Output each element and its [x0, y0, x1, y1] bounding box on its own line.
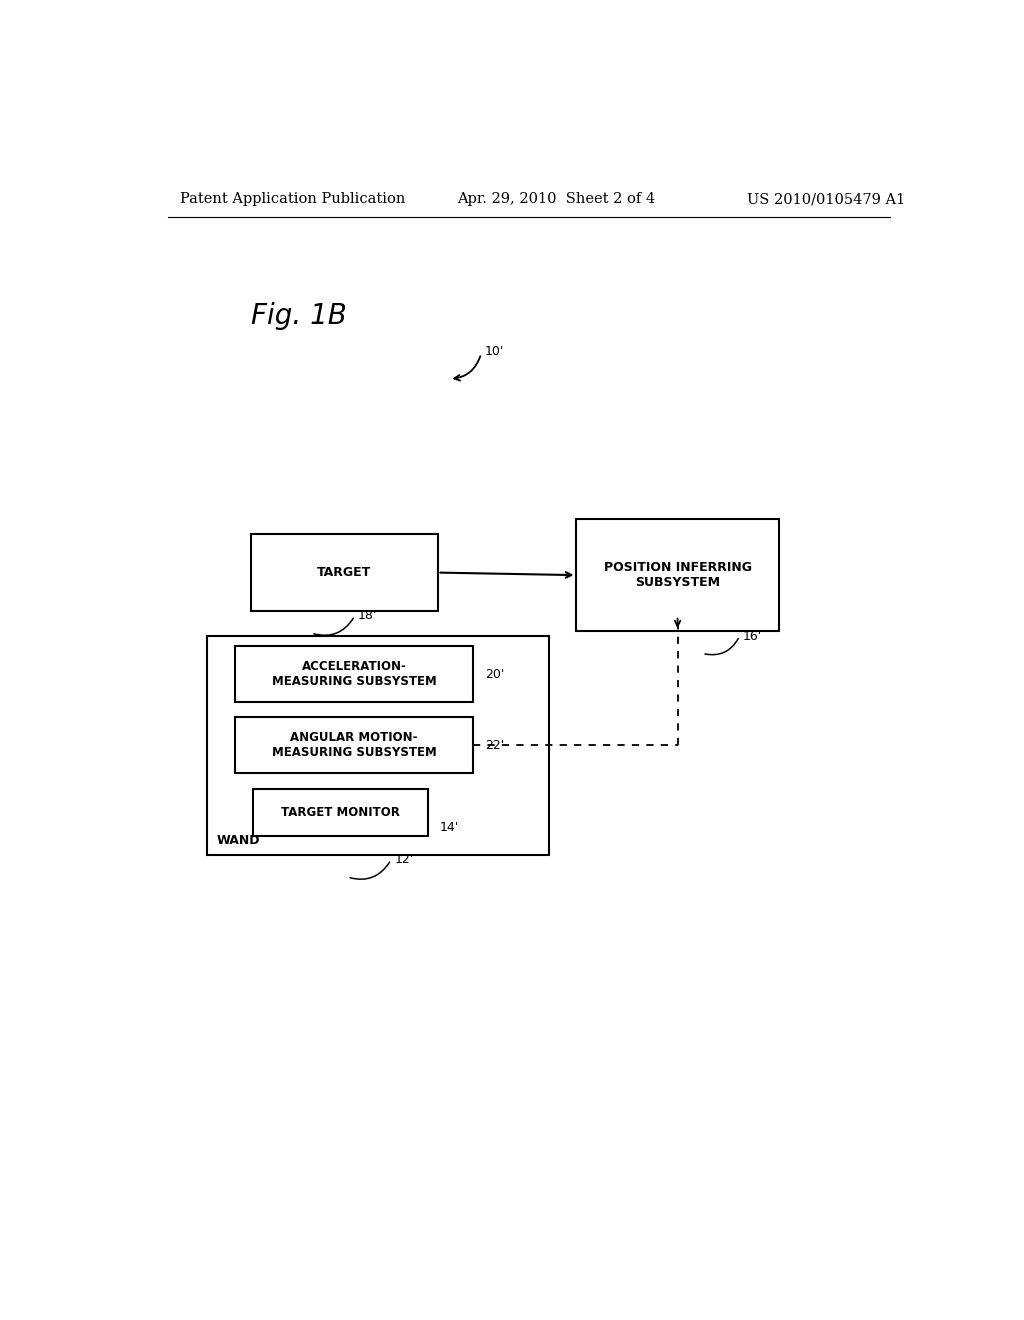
Bar	[251, 535, 437, 611]
Text: WAND: WAND	[217, 833, 260, 846]
Bar	[577, 519, 779, 631]
Text: Apr. 29, 2010  Sheet 2 of 4: Apr. 29, 2010 Sheet 2 of 4	[458, 191, 655, 206]
Text: TARGET: TARGET	[317, 566, 372, 579]
Text: Patent Application Publication: Patent Application Publication	[179, 191, 404, 206]
Bar	[207, 636, 549, 854]
Text: 12': 12'	[394, 853, 414, 866]
Text: 16': 16'	[742, 630, 762, 643]
Text: Fig. 1B: Fig. 1B	[251, 302, 347, 330]
Text: 14': 14'	[440, 821, 459, 834]
Text: 18': 18'	[358, 610, 377, 622]
Bar	[236, 718, 473, 774]
Text: POSITION INFERRING
SUBSYSTEM: POSITION INFERRING SUBSYSTEM	[603, 561, 752, 589]
Text: US 2010/0105479 A1: US 2010/0105479 A1	[748, 191, 905, 206]
Text: ACCELERATION-
MEASURING SUBSYSTEM: ACCELERATION- MEASURING SUBSYSTEM	[271, 660, 436, 688]
Text: 22': 22'	[485, 739, 505, 752]
Bar	[253, 788, 428, 837]
Text: ANGULAR MOTION-
MEASURING SUBSYSTEM: ANGULAR MOTION- MEASURING SUBSYSTEM	[271, 731, 436, 759]
Text: TARGET MONITOR: TARGET MONITOR	[282, 807, 400, 818]
Text: 10': 10'	[485, 345, 505, 358]
Bar	[236, 647, 473, 702]
Text: 20': 20'	[485, 668, 505, 681]
